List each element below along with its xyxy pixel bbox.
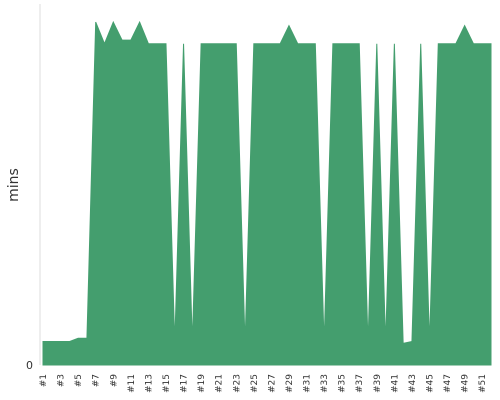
x-tick-label: #29: [285, 374, 295, 393]
x-tick-label: #7: [92, 374, 102, 387]
x-tick-label: #41: [390, 374, 400, 393]
x-axis-ticks: #1 #3 #5 #7 #9 #11 #13 #15 #17 #19 #21 #23 #25 #27 #29…: [39, 374, 488, 393]
x-tick-label: #45: [426, 374, 436, 393]
x-tick-label: #1: [39, 374, 49, 387]
x-tick-label: #17: [180, 374, 190, 393]
x-tick-label: #3: [57, 374, 67, 387]
y-axis-ticks: 0: [26, 359, 33, 372]
x-tick-label: #25: [250, 374, 260, 393]
x-tick-label: #23: [232, 374, 242, 393]
y-tick-label: 0: [26, 359, 33, 372]
y-axis-label: mins: [6, 168, 22, 202]
x-tick-label: #27: [267, 374, 277, 393]
x-tick-label: #37: [355, 374, 365, 393]
x-tick-label: #43: [408, 374, 418, 393]
plot-area: [39, 4, 492, 366]
x-tick-label: #31: [303, 374, 313, 393]
x-tick-label: #39: [373, 374, 383, 393]
x-tick-label: #33: [320, 374, 330, 393]
x-tick-label: #47: [443, 374, 453, 393]
x-tick-label: #21: [215, 374, 225, 393]
x-tick-label: #51: [478, 374, 488, 393]
x-tick-label: #13: [144, 374, 154, 393]
x-tick-label: #15: [162, 374, 172, 393]
x-tick-label: #5: [74, 374, 84, 387]
x-tick-label: #9: [109, 374, 119, 388]
x-tick-label: #11: [127, 374, 137, 393]
x-tick-label: #49: [461, 374, 471, 393]
area-series: [42, 20, 492, 366]
x-tick-label: #35: [338, 374, 348, 393]
x-tick-label: #19: [197, 374, 207, 393]
